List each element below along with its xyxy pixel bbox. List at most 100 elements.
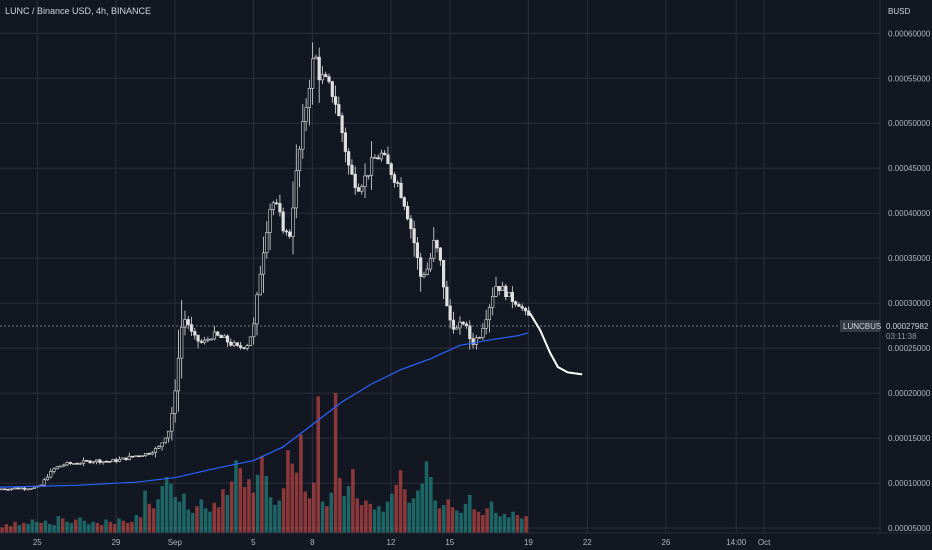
candle	[68, 461, 72, 466]
candle	[232, 340, 236, 347]
volume-bar	[43, 520, 48, 533]
volume-bar	[251, 492, 256, 533]
volume-bar	[47, 524, 52, 533]
candle	[180, 299, 184, 379]
price-axis[interactable]: 0.00060000 0.00055000 0.00050000 0.00045000…	[888, 29, 931, 533]
volume-bar	[429, 477, 433, 533]
candle	[517, 302, 521, 307]
volume-bar	[273, 505, 277, 533]
volume-bar	[511, 511, 515, 533]
volume-bar	[368, 503, 372, 533]
volume-bar	[108, 521, 113, 533]
candle	[216, 331, 220, 337]
candle	[311, 42, 315, 105]
candle	[442, 259, 446, 300]
candle	[235, 341, 239, 348]
candle	[297, 146, 302, 188]
drawn-projection-line[interactable]	[529, 312, 583, 376]
volume-bar	[112, 524, 117, 533]
volume-bar	[290, 463, 295, 533]
volume-bar	[520, 518, 524, 533]
candle	[206, 336, 210, 343]
time-axis[interactable]: 25 29 Sep 5 8 12 15 19 22 26 14:00 Oct	[33, 538, 771, 547]
candle	[294, 144, 298, 219]
chart-title: LUNC / Binance USD, 4h, BINANCE	[5, 6, 151, 16]
candle	[140, 455, 145, 458]
volume-bar	[442, 505, 446, 533]
candle	[81, 457, 86, 467]
volume-bar	[359, 505, 364, 533]
candle	[98, 458, 102, 465]
volume-bar	[8, 526, 13, 533]
candle	[268, 203, 272, 251]
volume-bar	[86, 524, 91, 533]
volume-bar	[351, 469, 355, 533]
price-tick-label: 0.00060000	[888, 29, 931, 38]
candle	[314, 54, 318, 60]
volume-bar	[268, 497, 273, 533]
candle	[448, 299, 452, 329]
time-tick-label: 26	[661, 538, 670, 547]
volume-bar	[485, 508, 489, 533]
candle	[134, 455, 138, 458]
volume-bar	[69, 522, 74, 533]
candle	[242, 347, 246, 350]
candle	[252, 317, 256, 345]
volume-bar	[225, 494, 230, 533]
candle	[101, 460, 105, 465]
volume-bar	[34, 521, 39, 533]
candle	[419, 252, 423, 292]
volume-bar	[463, 503, 468, 533]
candle	[402, 196, 406, 210]
candle	[6, 488, 10, 491]
candle	[409, 215, 413, 239]
candle	[389, 162, 393, 180]
candle	[229, 338, 233, 347]
candle	[350, 159, 354, 176]
volume-bar	[234, 460, 238, 533]
volume-bar	[372, 509, 377, 533]
volume-bar	[4, 524, 9, 533]
candle	[219, 334, 223, 338]
candle	[94, 459, 99, 465]
candle	[307, 79, 311, 126]
candle	[324, 71, 328, 78]
volume-bar	[169, 483, 173, 533]
current-price: 0.00027982	[886, 322, 929, 331]
candle	[353, 166, 357, 195]
candle	[167, 430, 171, 443]
candle	[147, 452, 151, 455]
volume-bar	[21, 522, 26, 533]
candle	[29, 488, 33, 490]
price-tick-label: 0.00040000	[888, 209, 931, 218]
volume-bar	[468, 494, 472, 533]
volume-bar	[199, 499, 204, 533]
volume-bar	[481, 515, 485, 533]
volume-bar	[307, 498, 312, 533]
candle	[491, 287, 495, 316]
volume-bar	[65, 521, 69, 533]
price-badge	[881, 319, 932, 341]
volume-bar	[117, 518, 121, 533]
candle	[366, 174, 370, 180]
volume-bar	[320, 501, 325, 533]
candle	[320, 65, 325, 85]
candle	[504, 283, 508, 301]
volume-bar	[156, 499, 160, 533]
candle	[327, 73, 331, 84]
volume-bar	[138, 517, 143, 533]
candle	[127, 452, 131, 461]
volume-bar	[294, 472, 299, 533]
volume-bar	[164, 477, 169, 533]
candle	[343, 127, 347, 163]
volume-bar	[216, 507, 221, 533]
volume-bar	[104, 519, 108, 533]
volume-bar	[277, 500, 282, 533]
candle	[186, 316, 190, 330]
volume-bar	[329, 492, 333, 533]
candle	[523, 306, 528, 316]
volume-bar	[121, 520, 126, 533]
volume-bar	[91, 521, 95, 533]
volume-bar	[242, 487, 247, 533]
